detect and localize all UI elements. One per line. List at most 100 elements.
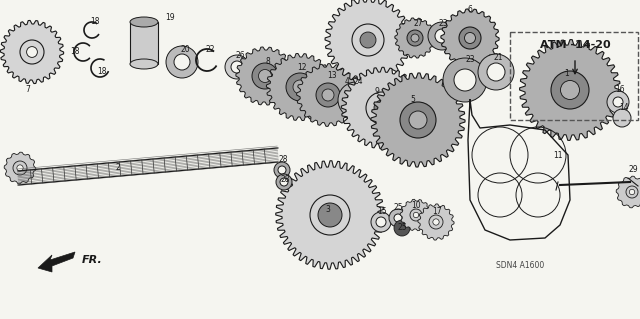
Circle shape: [310, 195, 350, 235]
Circle shape: [429, 215, 443, 229]
Circle shape: [487, 63, 505, 81]
Circle shape: [366, 92, 398, 124]
Circle shape: [360, 32, 376, 48]
Circle shape: [276, 174, 292, 190]
Polygon shape: [1, 20, 63, 84]
Circle shape: [407, 30, 423, 46]
Text: 18: 18: [97, 68, 107, 77]
Circle shape: [465, 33, 476, 43]
Circle shape: [316, 83, 340, 107]
Circle shape: [413, 212, 419, 218]
Circle shape: [375, 101, 389, 115]
Text: 11: 11: [553, 151, 563, 160]
Text: 12: 12: [297, 63, 307, 72]
Text: 5: 5: [411, 94, 415, 103]
Text: 24: 24: [353, 78, 363, 86]
Circle shape: [280, 178, 288, 186]
Circle shape: [400, 102, 436, 138]
Text: 16: 16: [615, 85, 625, 94]
Circle shape: [613, 97, 623, 107]
Text: 18: 18: [90, 18, 100, 26]
Text: 13: 13: [327, 70, 337, 79]
Polygon shape: [297, 63, 360, 126]
Polygon shape: [236, 47, 294, 105]
Circle shape: [376, 217, 386, 227]
Text: 23: 23: [465, 56, 475, 64]
Polygon shape: [616, 176, 640, 208]
Circle shape: [409, 111, 427, 129]
Text: 18: 18: [70, 48, 80, 56]
Polygon shape: [418, 204, 454, 240]
Circle shape: [607, 91, 629, 113]
Polygon shape: [371, 73, 465, 167]
Text: FR.: FR.: [82, 255, 103, 265]
Circle shape: [321, 206, 339, 224]
Polygon shape: [276, 161, 384, 269]
Text: 27: 27: [413, 19, 423, 28]
Text: 6: 6: [468, 5, 472, 14]
Circle shape: [394, 214, 402, 222]
Text: 21: 21: [493, 54, 503, 63]
Polygon shape: [441, 9, 499, 67]
Bar: [510, 32, 638, 120]
Polygon shape: [341, 67, 422, 149]
Text: 28: 28: [278, 155, 288, 165]
Circle shape: [626, 186, 638, 198]
Circle shape: [347, 91, 365, 109]
Circle shape: [293, 80, 307, 94]
Text: 22: 22: [205, 46, 215, 55]
Circle shape: [322, 89, 334, 101]
Text: SDN4 A1600: SDN4 A1600: [496, 261, 544, 270]
Circle shape: [166, 46, 198, 78]
Circle shape: [613, 109, 631, 127]
Polygon shape: [38, 252, 75, 272]
Text: 7: 7: [26, 85, 31, 94]
Text: 2: 2: [116, 164, 120, 173]
Circle shape: [225, 55, 249, 79]
Circle shape: [13, 161, 27, 175]
Text: 29: 29: [628, 166, 638, 174]
Circle shape: [411, 34, 419, 42]
Circle shape: [371, 212, 391, 232]
Circle shape: [374, 100, 390, 116]
Polygon shape: [395, 18, 435, 58]
Circle shape: [174, 54, 190, 70]
Text: 8: 8: [266, 56, 270, 65]
Circle shape: [561, 80, 579, 100]
Text: 4: 4: [344, 78, 349, 86]
Circle shape: [389, 209, 407, 227]
Circle shape: [551, 71, 589, 109]
Text: 9: 9: [374, 86, 380, 95]
Circle shape: [352, 24, 384, 56]
Polygon shape: [266, 54, 333, 121]
Circle shape: [318, 203, 342, 227]
Circle shape: [338, 82, 374, 118]
Polygon shape: [520, 40, 620, 140]
Text: 14: 14: [619, 102, 629, 112]
Text: 26: 26: [235, 50, 245, 60]
Circle shape: [278, 166, 286, 174]
Circle shape: [433, 219, 439, 225]
Polygon shape: [325, 0, 411, 83]
Circle shape: [394, 220, 410, 236]
Text: 20: 20: [180, 46, 190, 55]
Ellipse shape: [130, 59, 158, 69]
Circle shape: [478, 54, 514, 90]
Circle shape: [443, 58, 487, 102]
Text: 28: 28: [280, 175, 290, 184]
Circle shape: [428, 22, 456, 50]
Circle shape: [454, 69, 476, 91]
Polygon shape: [400, 199, 432, 231]
Text: 3: 3: [326, 205, 330, 214]
Circle shape: [274, 162, 290, 178]
Text: 10: 10: [411, 202, 421, 211]
Text: 1: 1: [564, 70, 570, 78]
Circle shape: [435, 29, 449, 43]
Circle shape: [286, 73, 314, 101]
Text: 25: 25: [393, 203, 403, 211]
Text: 19: 19: [165, 13, 175, 23]
Circle shape: [629, 189, 635, 195]
Circle shape: [17, 165, 23, 171]
Circle shape: [27, 47, 37, 57]
Circle shape: [231, 61, 243, 73]
